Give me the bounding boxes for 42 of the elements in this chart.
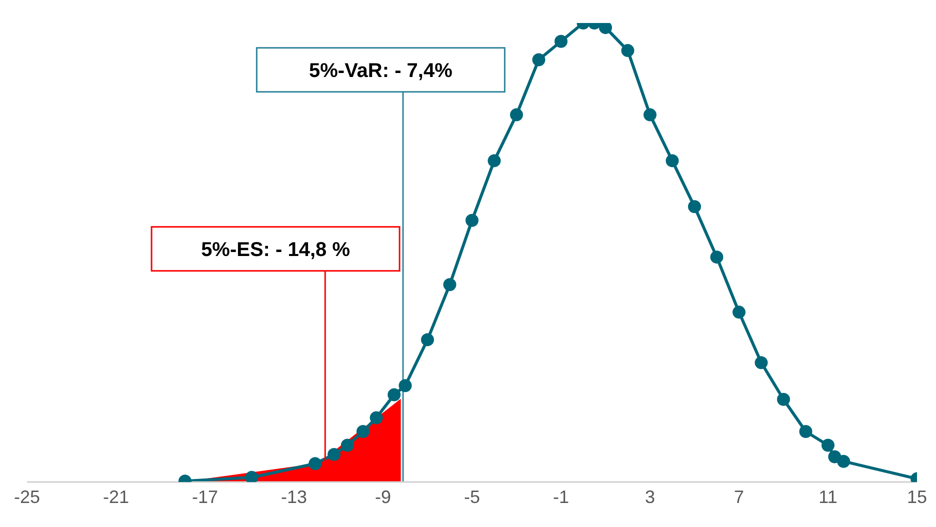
x-tick-label: 7: [734, 486, 744, 507]
point: [732, 306, 746, 319]
point: [599, 23, 612, 34]
point: [554, 34, 568, 48]
point: [328, 448, 341, 461]
point: [388, 388, 401, 402]
point: [644, 108, 656, 122]
x-tick-label: 11: [818, 486, 838, 507]
point: [370, 411, 383, 424]
x-tick-label: -13: [280, 486, 308, 507]
point: [666, 154, 679, 168]
point: [466, 214, 478, 227]
x-tick-label: -21: [102, 486, 130, 507]
point: [398, 379, 412, 392]
point: [245, 470, 258, 482]
point: [837, 454, 850, 468]
x-tick-label: -17: [192, 486, 218, 507]
callout-box: 5%-ES: - 14,8 %: [150, 226, 400, 272]
point: [532, 53, 546, 66]
point: [777, 392, 790, 406]
point: [443, 278, 456, 292]
callout-box: 5%-VaR: - 7,4%: [256, 47, 506, 93]
point: [488, 154, 501, 168]
point: [799, 425, 812, 438]
point: [308, 457, 322, 470]
ref-line-label: 5%-ES: - 14,8 %: [201, 238, 350, 261]
point: [754, 356, 768, 370]
x-tick-label: 3: [644, 486, 656, 507]
point: [421, 333, 434, 346]
point: [340, 438, 354, 452]
point: [621, 44, 634, 58]
x-tick-label: -9: [374, 486, 392, 507]
point: [356, 425, 370, 438]
point: [510, 108, 523, 122]
x-tick-label: -5: [464, 486, 480, 507]
ref-line-label: 5%-VaR: - 7,4%: [309, 60, 453, 82]
x-tick-label: 15: [906, 486, 928, 507]
point: [822, 438, 834, 452]
point: [710, 250, 724, 264]
x-tick-label: -25: [14, 486, 40, 507]
x-tick-label: -1: [552, 486, 570, 507]
point: [688, 200, 701, 214]
